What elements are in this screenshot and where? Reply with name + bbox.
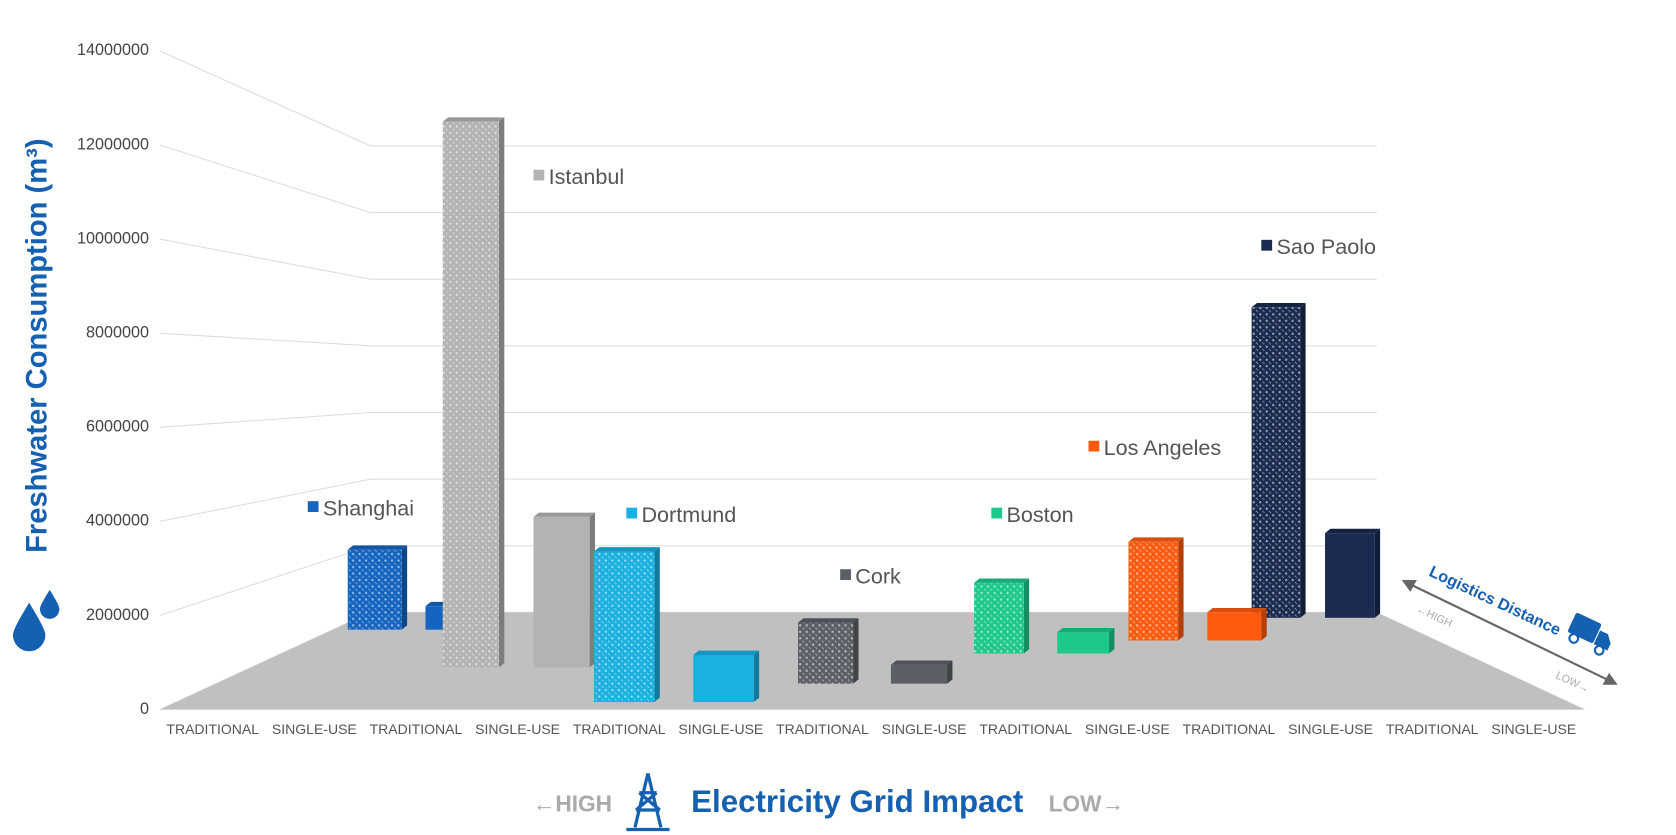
x-high-label: ←HIGH: [533, 791, 612, 817]
legend-label: Cork: [855, 564, 901, 589]
logistics-low: LOW→: [1554, 670, 1591, 696]
bar-side: [753, 650, 760, 703]
y-tick-label: 12000000: [77, 135, 149, 153]
bar-top: [533, 512, 596, 517]
bar-side: [1300, 302, 1306, 618]
legend-swatch: [626, 507, 638, 519]
grid-line: [159, 238, 1377, 280]
bar-side: [1261, 607, 1267, 641]
bar-top: [1207, 607, 1267, 613]
grid-line: [159, 545, 1377, 617]
y-tick-label: 6000000: [86, 418, 149, 436]
x-tick-label: TRADITIONAL: [166, 721, 259, 737]
water-drops: [12, 589, 60, 652]
legend-label: Boston: [1006, 502, 1073, 527]
bar-side: [1109, 627, 1115, 654]
bar: [693, 655, 754, 703]
x-tick-label: SINGLE-USE: [882, 721, 967, 737]
bar-texture: [974, 582, 1024, 654]
bar-texture: [442, 121, 499, 668]
bar-side: [654, 547, 660, 703]
y-tick-label: 14000000: [77, 41, 149, 59]
x-tick-label: TRADITIONAL: [979, 721, 1072, 737]
bar-top: [425, 601, 449, 607]
x-tick-label: SINGLE-USE: [475, 721, 560, 737]
bar-side: [589, 512, 596, 668]
y-tick-label: 8000000: [86, 323, 149, 341]
bar: [1057, 632, 1110, 654]
bar-side: [1178, 537, 1184, 641]
legend-swatch: [533, 169, 545, 181]
bar-top: [593, 547, 660, 552]
x-tick-label: SINGLE-USE: [1491, 721, 1576, 737]
bar-top: [1251, 302, 1306, 308]
legend-swatch: [840, 569, 851, 581]
grid-line: [159, 478, 1377, 522]
bar-top: [890, 660, 953, 665]
bar: [1325, 533, 1375, 618]
bar-side: [498, 117, 505, 668]
x-tick-label: SINGLE-USE: [678, 721, 763, 737]
bar-top: [1128, 537, 1184, 542]
x-axis-label: Electricity Grid Impact: [691, 784, 1024, 819]
x-tick-label: TRADITIONAL: [1183, 721, 1276, 737]
legend-swatch: [1088, 440, 1100, 452]
bar-side: [1374, 528, 1381, 618]
x-tick-label: TRADITIONAL: [573, 721, 666, 737]
bar-side: [1023, 578, 1030, 654]
bar-texture: [1128, 541, 1179, 641]
bar-side: [853, 618, 859, 684]
legend-label: Shanghai: [323, 496, 414, 521]
x-tick-label: TRADITIONAL: [776, 721, 869, 737]
x-tick-label: TRADITIONAL: [370, 721, 463, 737]
bar-top: [1057, 627, 1115, 633]
bar-texture: [798, 622, 854, 684]
bar-side: [401, 545, 408, 630]
bar-top: [1325, 528, 1381, 534]
legend-label: Los Angeles: [1104, 435, 1222, 460]
grid-line: [159, 50, 1377, 147]
grid-line: [159, 411, 1377, 428]
bar-side: [947, 660, 953, 684]
grid-line: [159, 144, 1377, 214]
y-axis-label: Freshwater Consumption (m³): [22, 138, 54, 552]
x-tick-label: SINGLE-USE: [1085, 721, 1170, 737]
logistics-arrow: [1401, 580, 1618, 685]
grid-line: [159, 332, 1377, 347]
x-tick-label: TRADITIONAL: [1386, 721, 1479, 737]
logistics-high: ←HIGH: [1415, 603, 1454, 630]
y-tick-label: 10000000: [77, 229, 149, 247]
bar: [533, 516, 590, 668]
x-tick-label: SINGLE-USE: [272, 721, 357, 737]
bar-top: [974, 578, 1030, 583]
truck-icon: [1568, 612, 1611, 656]
bar-texture: [593, 551, 655, 703]
x-low-label: LOW→: [1049, 791, 1125, 817]
bar-top: [798, 618, 859, 623]
y-tick-label: 4000000: [86, 512, 149, 530]
derrick-icon: [626, 772, 670, 832]
bar-texture: [347, 549, 402, 630]
legend-label: Dortmund: [641, 502, 736, 527]
legend-swatch: [991, 507, 1003, 519]
bar-texture: [1251, 307, 1301, 618]
bar: [1207, 612, 1262, 641]
y-tick-label: 0: [140, 700, 149, 718]
bar-top: [442, 117, 505, 122]
bar-top: [347, 545, 408, 550]
legend-label: Istanbul: [549, 164, 625, 189]
legend-swatch: [1261, 239, 1273, 251]
legend-label: Sao Paolo: [1276, 234, 1376, 259]
bar: [890, 664, 948, 684]
x-tick-label: SINGLE-USE: [1288, 721, 1373, 737]
bar: [425, 606, 443, 630]
y-tick-label: 2000000: [86, 606, 149, 624]
legend-swatch: [307, 501, 319, 512]
bar-top: [693, 650, 760, 656]
